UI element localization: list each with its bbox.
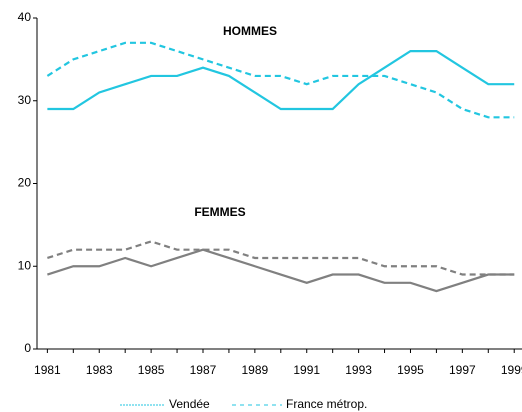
y-tick-label: 0 bbox=[24, 341, 31, 355]
x-tick-label: 1997 bbox=[449, 363, 476, 377]
y-tick-label: 40 bbox=[18, 10, 32, 24]
legend-label: France métrop. bbox=[286, 397, 367, 411]
legend-label: Vendée bbox=[169, 397, 210, 411]
annotation: HOMMES bbox=[223, 24, 277, 38]
x-tick-label: 1985 bbox=[138, 363, 165, 377]
x-tick-label: 1995 bbox=[397, 363, 424, 377]
line bbox=[47, 240, 515, 276]
x-tick-label: 1999 bbox=[501, 363, 522, 377]
y-tick-label: 10 bbox=[18, 258, 32, 272]
x-tick-label: 1981 bbox=[34, 363, 61, 377]
line bbox=[47, 50, 515, 111]
annotation: FEMMES bbox=[194, 205, 245, 219]
y-tick-label: 20 bbox=[18, 176, 32, 190]
y-tick-label: 30 bbox=[18, 93, 32, 107]
x-tick-label: 1989 bbox=[242, 363, 269, 377]
x-tick-label: 1983 bbox=[86, 363, 113, 377]
x-tick-label: 1993 bbox=[345, 363, 372, 377]
line bbox=[46, 41, 515, 119]
x-tick-label: 1991 bbox=[293, 363, 320, 377]
line bbox=[47, 248, 515, 293]
x-tick-label: 1987 bbox=[190, 363, 217, 377]
